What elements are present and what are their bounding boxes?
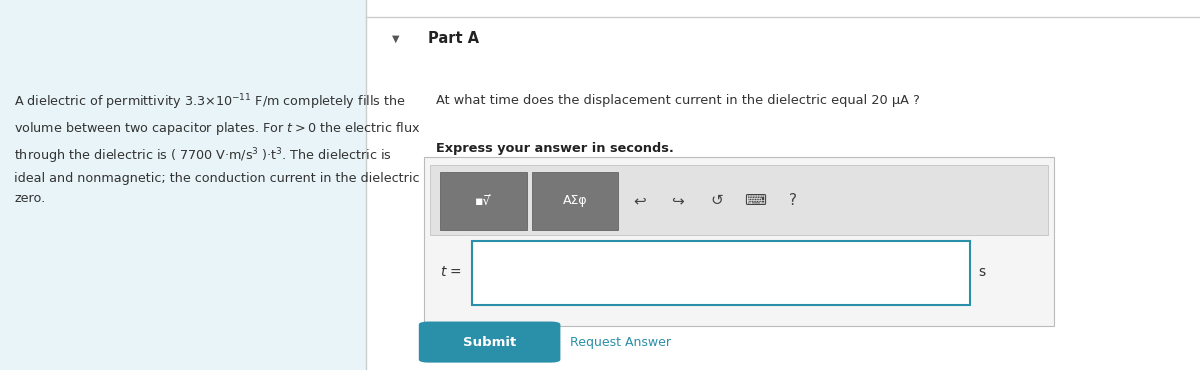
Text: ↪: ↪: [672, 194, 684, 208]
Text: Submit: Submit: [463, 336, 516, 349]
FancyBboxPatch shape: [440, 172, 527, 230]
Text: ↩: ↩: [634, 194, 646, 208]
FancyBboxPatch shape: [532, 172, 618, 230]
Text: At what time does the displacement current in the dielectric equal 20 μA ?: At what time does the displacement curre…: [436, 94, 919, 107]
Text: Express your answer in seconds.: Express your answer in seconds.: [436, 142, 673, 155]
Text: s: s: [978, 265, 985, 279]
Text: ?: ?: [790, 194, 797, 208]
FancyBboxPatch shape: [472, 240, 970, 305]
FancyBboxPatch shape: [430, 165, 1048, 235]
Text: $t$ =: $t$ =: [440, 265, 462, 279]
Text: Request Answer: Request Answer: [570, 336, 671, 349]
Text: ↺: ↺: [710, 194, 722, 208]
FancyBboxPatch shape: [419, 322, 560, 363]
Text: AΣφ: AΣφ: [563, 194, 587, 208]
FancyBboxPatch shape: [0, 0, 366, 370]
FancyBboxPatch shape: [424, 157, 1054, 326]
Text: ▼: ▼: [392, 34, 400, 44]
Text: ▪√̅: ▪√̅: [475, 194, 492, 208]
Text: A dielectric of permittivity 3.3×10$^{-11}$ F/m completely fills the
volume betw: A dielectric of permittivity 3.3×10$^{-1…: [14, 92, 434, 205]
Text: Part A: Part A: [428, 31, 480, 46]
Text: ⌨: ⌨: [744, 194, 766, 208]
